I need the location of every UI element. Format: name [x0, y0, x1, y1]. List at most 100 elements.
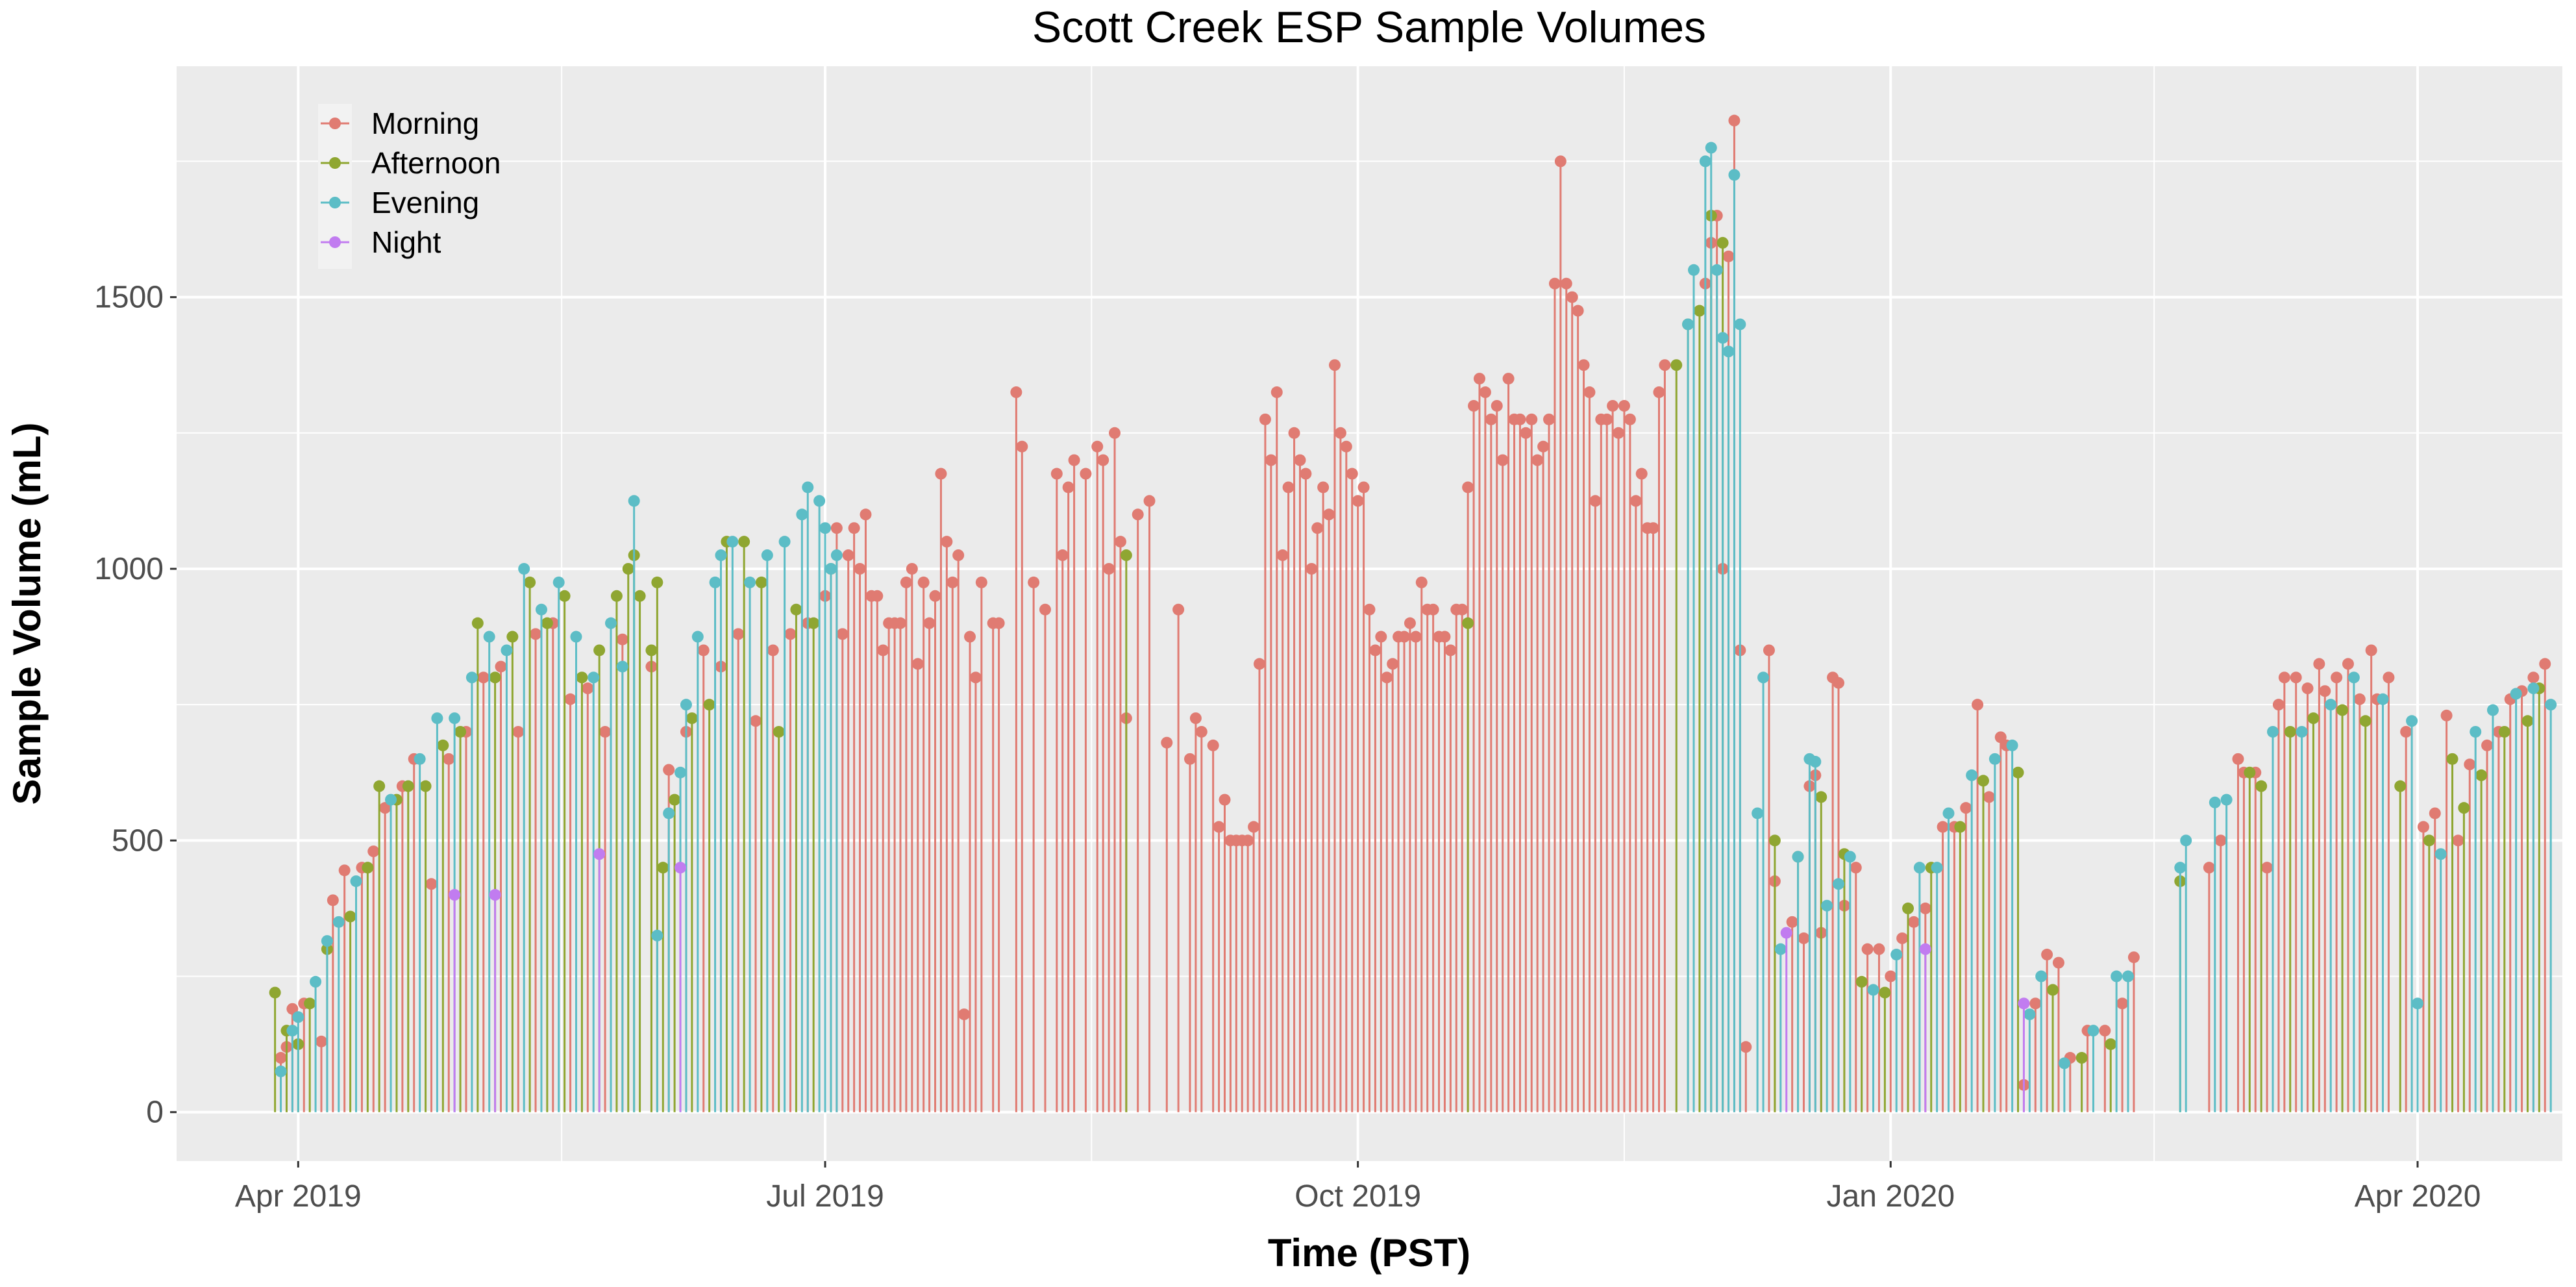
data-point — [1844, 851, 1856, 863]
data-point — [975, 576, 987, 588]
data-point — [1954, 821, 1966, 833]
data-point — [2075, 1052, 2088, 1064]
data-point — [1080, 468, 1092, 480]
data-point — [929, 590, 941, 602]
data-point — [2278, 671, 2290, 684]
data-point — [1473, 373, 1485, 385]
data-point — [1635, 468, 1648, 480]
data-point — [1415, 576, 1428, 588]
y-tick-label: 1000 — [94, 552, 164, 586]
data-point — [628, 495, 640, 507]
data-point — [802, 481, 814, 494]
legend: Morning Afternoon Evening Night — [318, 104, 501, 269]
data-point — [593, 848, 606, 860]
data-point — [501, 644, 513, 656]
legend-key-point — [329, 236, 341, 248]
data-point — [1942, 807, 1955, 819]
data-point — [911, 658, 924, 670]
data-point — [2122, 970, 2135, 982]
series-evening — [275, 142, 2557, 1112]
data-point — [2527, 682, 2540, 695]
data-point — [1983, 791, 1995, 803]
data-point — [2058, 1057, 2070, 1069]
data-point — [2400, 725, 2412, 738]
data-point — [1647, 522, 1659, 534]
data-point — [1780, 927, 1792, 939]
data-point — [2464, 758, 2476, 771]
data-point — [310, 975, 322, 988]
data-point — [796, 508, 808, 521]
data-point — [1496, 454, 1509, 466]
data-point — [1682, 318, 1694, 331]
data-point — [1705, 142, 1717, 154]
data-point — [1028, 576, 1040, 588]
data-point — [2429, 807, 2441, 819]
data-point — [2423, 834, 2435, 847]
data-point — [1693, 305, 1705, 317]
data-point — [1994, 731, 2007, 743]
data-point — [2365, 644, 2377, 656]
data-point — [749, 715, 762, 727]
data-point — [1543, 413, 1555, 425]
data-point — [2434, 848, 2447, 860]
data-point — [1786, 916, 1798, 928]
data-point — [1352, 495, 1364, 507]
data-point — [350, 875, 362, 888]
chart-title: Scott Creek ESP Sample Volumes — [1032, 3, 1706, 52]
legend-label: Morning — [371, 106, 479, 140]
data-point — [993, 617, 1005, 629]
data-point — [1346, 468, 1358, 480]
y-axis: 0 500 1000 1500 — [94, 281, 177, 1130]
data-point — [1207, 739, 1219, 751]
data-point — [1409, 631, 1422, 643]
data-point — [338, 864, 351, 877]
x-tick-label: Apr 2019 — [235, 1179, 362, 1214]
data-point — [860, 508, 872, 521]
data-point — [778, 536, 791, 548]
data-point — [1288, 427, 1300, 439]
data-point — [1919, 943, 1931, 955]
data-point — [443, 753, 455, 765]
data-point — [894, 617, 906, 629]
data-point — [2214, 834, 2227, 847]
data-point — [1340, 440, 1352, 453]
data-point — [570, 631, 582, 643]
data-point — [2209, 796, 2221, 808]
data-point — [1722, 250, 1735, 262]
data-point — [1833, 878, 1845, 890]
data-point — [1183, 753, 1196, 765]
data-point — [327, 894, 339, 906]
data-point — [1572, 305, 1584, 317]
data-point — [275, 1065, 287, 1077]
data-point — [1306, 562, 1318, 575]
data-point — [1334, 427, 1346, 439]
data-point — [315, 1035, 327, 1047]
data-point — [275, 1052, 287, 1064]
data-point — [2035, 970, 2048, 982]
data-point — [1132, 508, 1144, 521]
data-point — [1317, 481, 1330, 494]
data-point — [1653, 386, 1665, 399]
data-point — [1502, 373, 1515, 385]
data-point — [465, 671, 478, 684]
data-point — [1752, 807, 1764, 819]
data-point — [1907, 916, 1920, 928]
data-point — [906, 562, 918, 575]
data-point — [489, 671, 501, 684]
data-point — [576, 671, 588, 684]
data-point — [1578, 359, 1590, 371]
data-point — [1103, 562, 1115, 575]
data-point — [1867, 984, 1879, 996]
data-point — [616, 660, 628, 673]
data-point — [2545, 699, 2557, 711]
data-point — [1357, 481, 1370, 494]
data-point — [2383, 671, 2395, 684]
data-point — [610, 590, 623, 602]
data-point — [1583, 386, 1596, 399]
data-point — [2325, 699, 2337, 711]
data-point — [2180, 834, 2192, 847]
data-point — [1722, 345, 1735, 358]
data-point — [813, 495, 826, 507]
data-point — [900, 576, 912, 588]
data-point — [2336, 704, 2349, 716]
